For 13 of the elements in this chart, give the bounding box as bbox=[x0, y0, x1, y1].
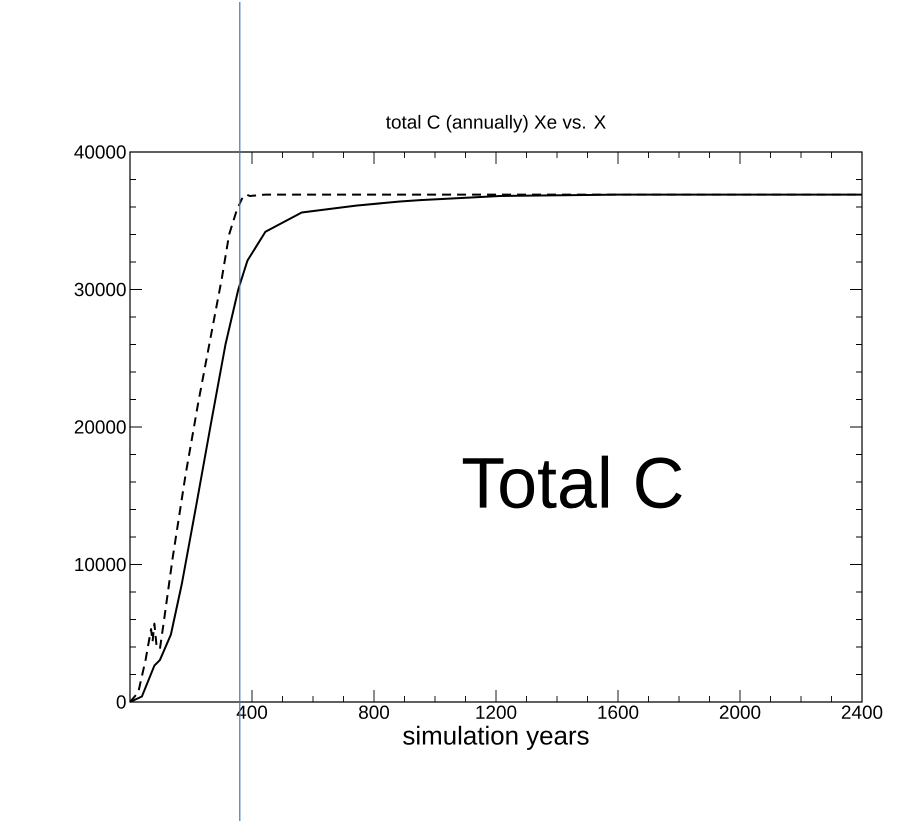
y-tick-label: 30000 bbox=[74, 282, 126, 296]
x-tick-label: 2400 bbox=[842, 706, 882, 719]
x-tick-label: 1600 bbox=[598, 706, 638, 719]
y-tick-label: 0 bbox=[116, 695, 126, 709]
x-tick-label: 800 bbox=[359, 706, 390, 719]
x-axis-title: simulation years bbox=[403, 726, 589, 750]
x-tick-label: 1200 bbox=[476, 706, 516, 719]
y-tick-label: 20000 bbox=[74, 420, 126, 434]
y-tick-label: 10000 bbox=[75, 558, 126, 572]
x-tick-label: 2000 bbox=[720, 706, 760, 719]
y-tick-label: 40000 bbox=[74, 145, 126, 159]
chart-title: total C (annually) Xe vs. X bbox=[386, 114, 606, 132]
annotation: Total C bbox=[462, 456, 682, 508]
